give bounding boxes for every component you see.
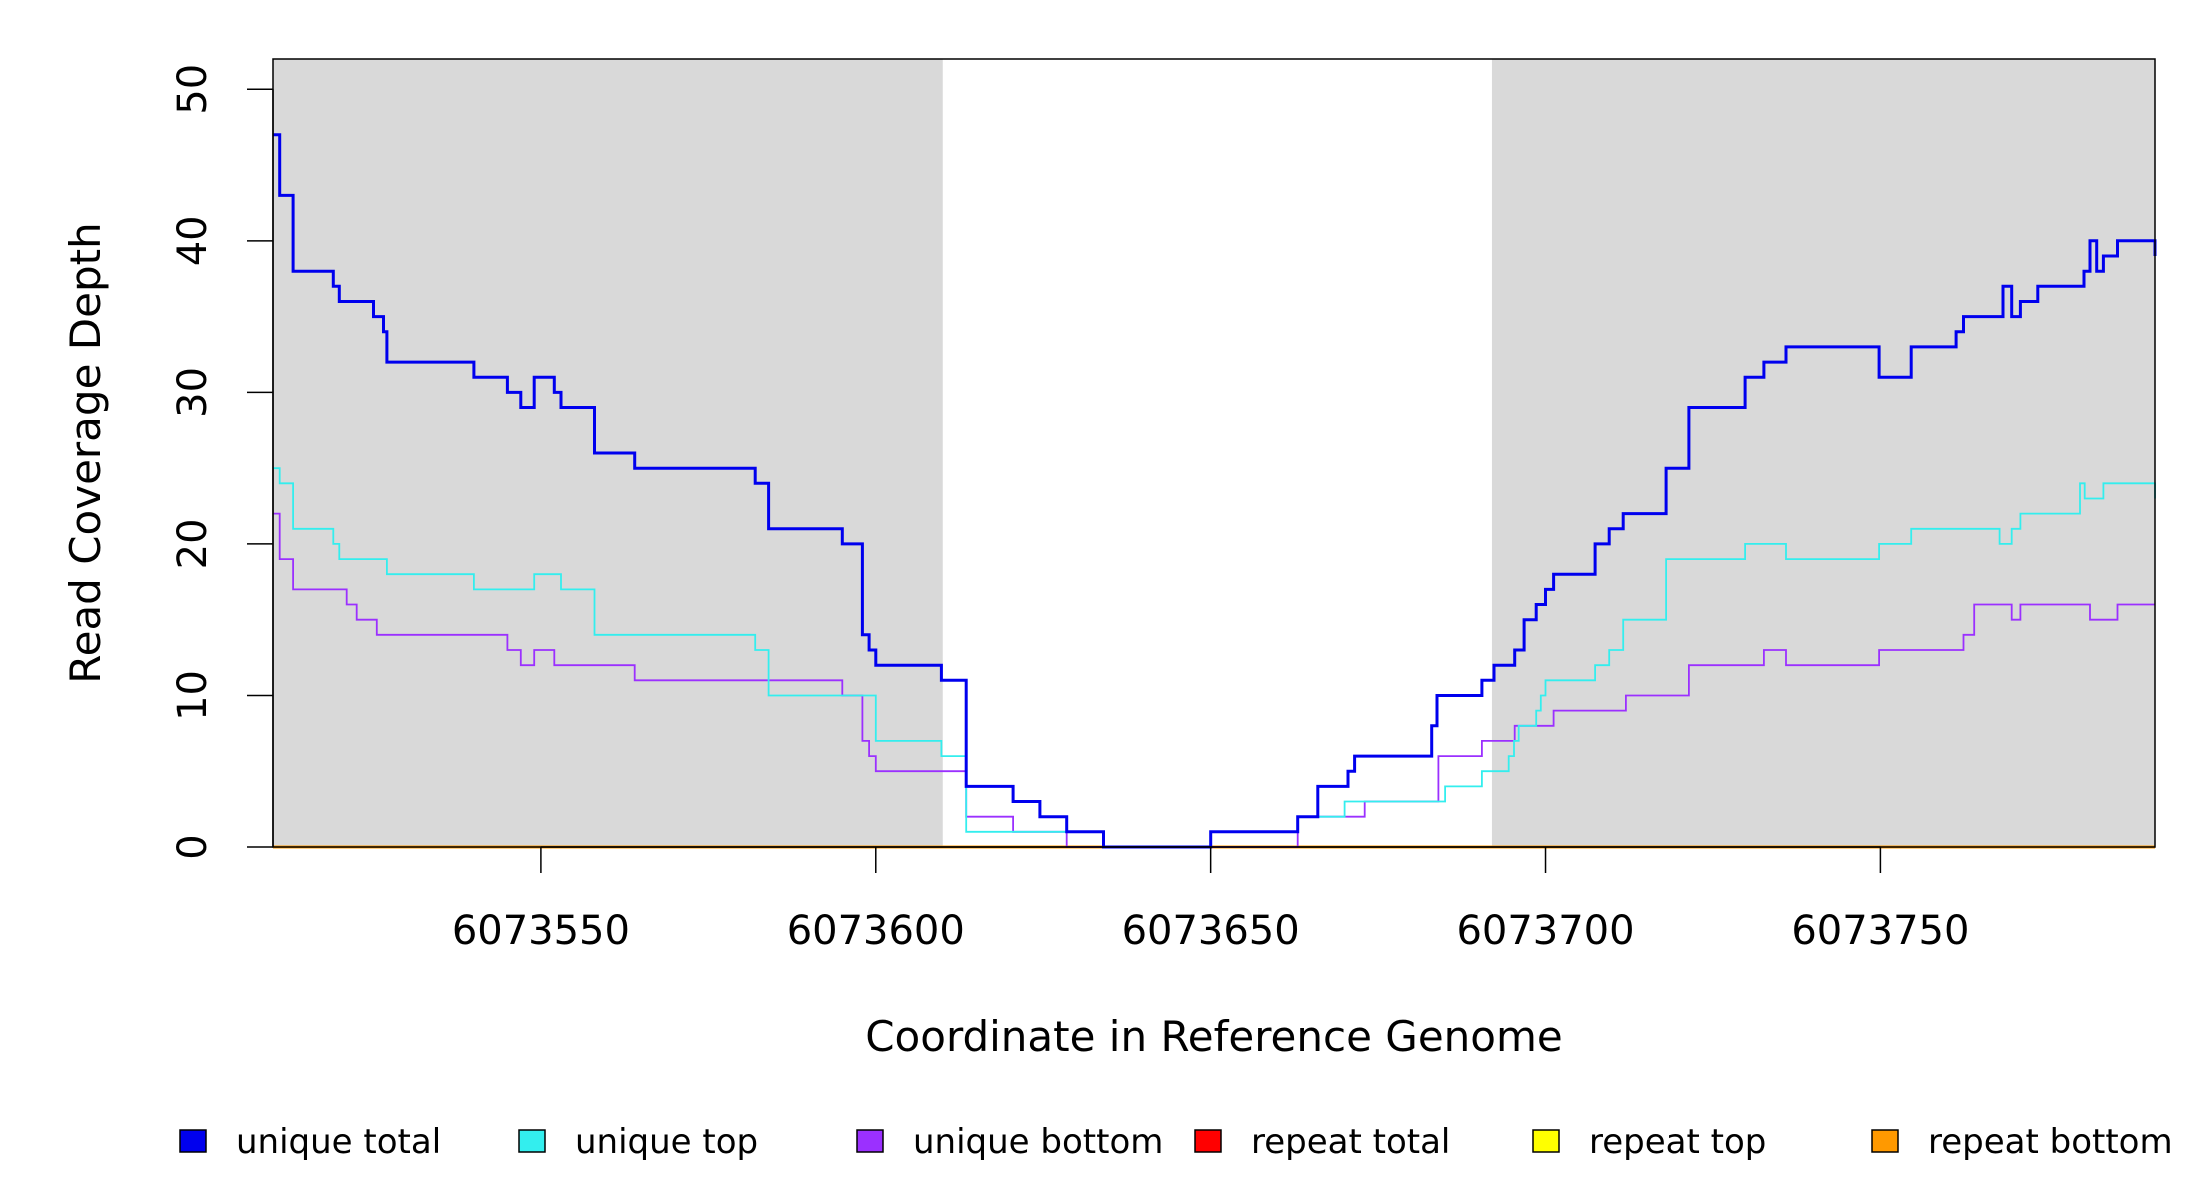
legend-swatch	[179, 1129, 207, 1153]
y-tick-label: 40	[170, 215, 216, 266]
x-tick-label: 6073750	[1791, 908, 1969, 954]
x-tick-label: 6073700	[1456, 908, 1634, 954]
x-tick-label: 6073650	[1122, 908, 1300, 954]
legend-item-unique-top: unique top	[518, 1122, 758, 1162]
legend-item-repeat-bottom: repeat bottom	[1871, 1122, 2173, 1162]
legend-label: repeat bottom	[1928, 1122, 2173, 1162]
legend-item-unique-bottom: unique bottom	[856, 1122, 1163, 1162]
legend-swatch	[1532, 1129, 1560, 1153]
y-tick-label: 10	[170, 670, 216, 721]
legend-label: unique bottom	[913, 1122, 1163, 1162]
legend-label: unique total	[236, 1122, 441, 1162]
legend: unique total unique top unique bottom repea…	[179, 1122, 2173, 1162]
legend-swatch	[856, 1129, 884, 1153]
legend-swatch	[1194, 1129, 1222, 1153]
x-tick-label: 6073600	[787, 908, 965, 954]
y-tick-label: 30	[170, 367, 216, 418]
legend-swatch	[1871, 1129, 1899, 1153]
series-line-unique-total	[273, 133, 2157, 849]
x-tick-label: 6073550	[452, 908, 630, 954]
shaded-regions	[273, 59, 2155, 847]
legend-item-repeat-top: repeat top	[1532, 1122, 1766, 1162]
series-line-unique-top	[273, 467, 2156, 848]
y-tick-label: 20	[170, 518, 216, 569]
y-tick-label: 50	[170, 64, 216, 115]
axes: 6073550 6073600 6073650 6073700 6073750 0 10 20…	[170, 64, 1969, 954]
legend-item-unique-total: unique total	[179, 1122, 441, 1162]
x-axis-title: Coordinate in Reference Genome	[865, 1012, 1563, 1061]
legend-item-repeat-total: repeat total	[1194, 1122, 1450, 1162]
y-tick-label: 0	[170, 834, 216, 859]
y-axis-title: Read Coverage Depth	[61, 222, 110, 683]
legend-swatch	[518, 1129, 546, 1153]
shaded-region-1	[1491, 59, 2155, 847]
legend-label: unique top	[575, 1122, 758, 1162]
legend-label: repeat top	[1589, 1122, 1766, 1162]
legend-label: repeat total	[1251, 1122, 1450, 1162]
